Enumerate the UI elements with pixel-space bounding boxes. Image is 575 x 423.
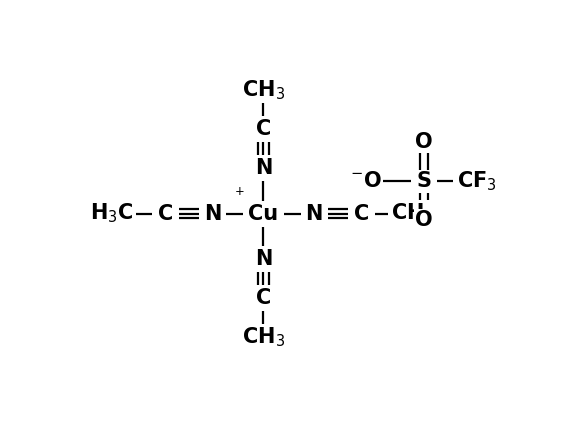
Text: CH$_3$: CH$_3$ bbox=[242, 326, 285, 349]
Text: CH$_3$: CH$_3$ bbox=[242, 78, 285, 102]
Text: O: O bbox=[415, 210, 433, 230]
Text: S: S bbox=[416, 171, 431, 191]
Text: CF$_3$: CF$_3$ bbox=[458, 169, 497, 193]
Text: C: C bbox=[158, 203, 173, 224]
Text: C: C bbox=[256, 288, 271, 308]
Text: N: N bbox=[204, 203, 221, 224]
Text: H$_3$C: H$_3$C bbox=[90, 202, 134, 225]
Text: O: O bbox=[415, 132, 433, 152]
Text: C: C bbox=[256, 119, 271, 139]
Text: $^+$: $^+$ bbox=[232, 186, 245, 204]
Text: Cu: Cu bbox=[248, 203, 278, 224]
Text: $^{-}$O: $^{-}$O bbox=[350, 171, 382, 191]
Text: N: N bbox=[255, 158, 272, 178]
Text: N: N bbox=[305, 203, 323, 224]
Text: CH$_3$: CH$_3$ bbox=[391, 202, 434, 225]
Text: C: C bbox=[354, 203, 369, 224]
Text: N: N bbox=[255, 249, 272, 269]
